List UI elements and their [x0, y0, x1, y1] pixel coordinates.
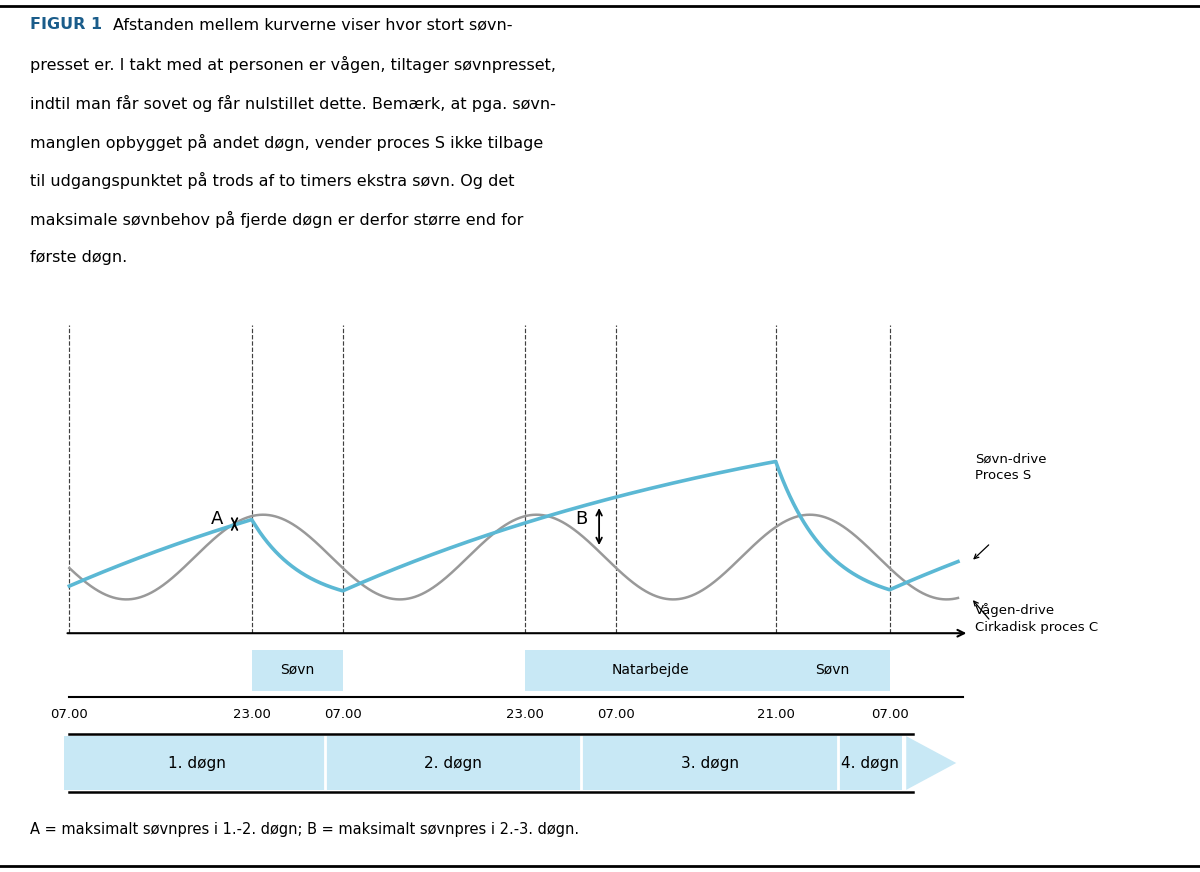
Text: B: B [576, 510, 588, 528]
Text: Søvn: Søvn [280, 663, 314, 677]
Text: 07.00: 07.00 [50, 708, 89, 721]
Text: FIGUR 1: FIGUR 1 [30, 17, 108, 32]
Text: Natarbejde: Natarbejde [612, 663, 689, 677]
Text: 21.00: 21.00 [757, 708, 794, 721]
Text: 23.00: 23.00 [233, 708, 270, 721]
Text: Vågen-drive
Cirkadisk proces C: Vågen-drive Cirkadisk proces C [974, 603, 1098, 634]
Text: maksimale søvnbehov på fjerde døgn er derfor større end for: maksimale søvnbehov på fjerde døgn er de… [30, 211, 523, 228]
Text: indtil man får sovet og får nulstillet dette. Bemærk, at pga. søvn-: indtil man får sovet og får nulstillet d… [30, 95, 556, 112]
Text: A = maksimalt søvnpres i 1.-2. døgn; B = maksimalt søvnpres i 2.-3. døgn.: A = maksimalt søvnpres i 1.-2. døgn; B =… [30, 822, 580, 837]
Text: 4. døgn: 4. døgn [841, 755, 899, 771]
Text: 1. døgn: 1. døgn [168, 755, 226, 771]
Polygon shape [906, 736, 956, 790]
Text: Søvn: Søvn [816, 663, 850, 677]
Text: 2. døgn: 2. døgn [425, 755, 482, 771]
Text: presset er. I takt med at personen er vågen, tiltager søvnpresset,: presset er. I takt med at personen er vå… [30, 56, 556, 73]
Text: manglen opbygget på andet døgn, vender proces S ikke tilbage: manglen opbygget på andet døgn, vender p… [30, 133, 544, 151]
FancyBboxPatch shape [252, 651, 343, 691]
Text: 07.00: 07.00 [598, 708, 635, 721]
Text: 07.00: 07.00 [324, 708, 361, 721]
FancyBboxPatch shape [65, 736, 902, 790]
FancyBboxPatch shape [526, 651, 775, 691]
Text: 07.00: 07.00 [871, 708, 908, 721]
Text: første døgn.: første døgn. [30, 249, 127, 265]
Text: Afstanden mellem kurverne viser hvor stort søvn-: Afstanden mellem kurverne viser hvor sto… [113, 17, 512, 32]
Text: til udgangspunktet på trods af to timers ekstra søvn. Og det: til udgangspunktet på trods af to timers… [30, 173, 515, 189]
Text: 23.00: 23.00 [506, 708, 544, 721]
Text: A: A [211, 510, 223, 528]
Text: 3. døgn: 3. døgn [680, 755, 738, 771]
FancyBboxPatch shape [775, 651, 889, 691]
Text: Søvn-drive
Proces S: Søvn-drive Proces S [974, 453, 1046, 482]
